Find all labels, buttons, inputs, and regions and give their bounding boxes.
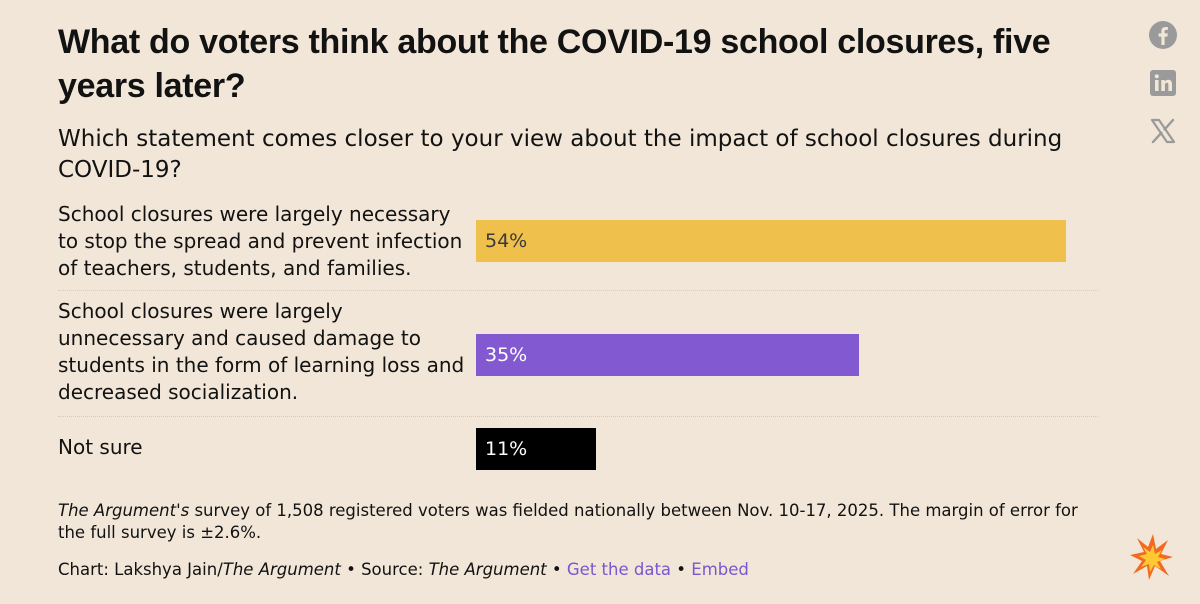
note-text: survey of 1,508 registered voters was fi… <box>58 501 1078 542</box>
bar-value-label: 11% <box>485 438 528 460</box>
chart-subtitle: Which statement comes closer to your vie… <box>58 126 1063 183</box>
credit-separator: • <box>546 560 567 579</box>
linkedin-icon[interactable] <box>1148 68 1178 98</box>
credit-prefix: Chart: Lakshya Jain/ <box>58 560 223 579</box>
bar-value-label: 54% <box>485 230 528 252</box>
bar-label: Not sure <box>58 435 143 459</box>
x-icon[interactable] <box>1148 116 1178 146</box>
row-divider <box>58 290 1098 291</box>
facebook-icon[interactable] <box>1148 20 1178 50</box>
bar-label: School closures were largely unnecessary… <box>58 299 465 404</box>
credit-source: The Argument <box>428 560 547 579</box>
embed-link[interactable]: Embed <box>691 560 749 579</box>
credit-separator: • Source: <box>340 560 429 579</box>
starburst-logo-icon <box>1130 534 1173 580</box>
bar-1 <box>476 220 1066 262</box>
bar-label: School closures were largely necessary t… <box>58 202 463 280</box>
bar-2 <box>476 334 859 376</box>
bar-3 <box>476 428 596 470</box>
social-share-bar <box>1148 20 1180 164</box>
row-divider <box>58 416 1098 417</box>
methodology-note: The Argument's survey of 1,508 registere… <box>58 500 1108 544</box>
credit-publication: The Argument <box>222 560 341 579</box>
page-title: What do voters think about the COVID-19 … <box>58 23 1051 105</box>
chart-header: What do voters think about the COVID-19 … <box>58 20 1120 186</box>
credit-separator: • <box>671 560 692 579</box>
get-the-data-link[interactable]: Get the data <box>566 560 672 579</box>
bar-value-label: 35% <box>485 344 528 366</box>
publication-name: The Argument's <box>58 501 190 520</box>
chart-credit: Chart: Lakshya Jain/The Argument • Sourc… <box>58 559 749 581</box>
